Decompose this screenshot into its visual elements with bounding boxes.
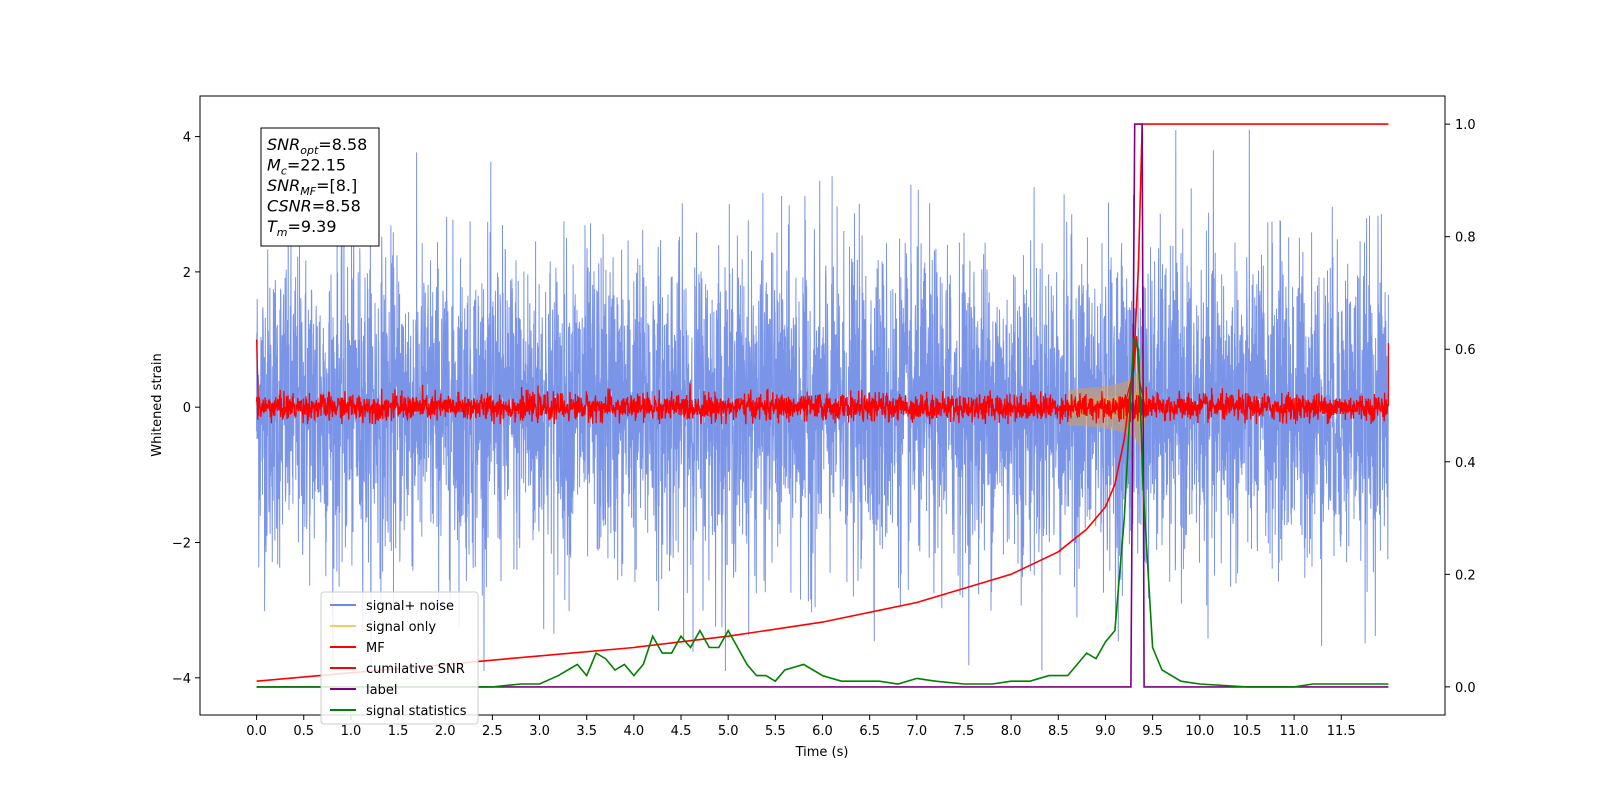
info-line: CSNR=8.58 (267, 197, 361, 216)
y-tick-label-left: −4 (172, 672, 191, 687)
x-tick-label: 11.0 (1280, 724, 1309, 739)
x-axis: 0.0 0.5 1.0 1.5 2.0 2.5 3.0 3.5 4.0 4.5 5.0 5.5 6.0 6… (246, 715, 1356, 739)
x-tick-label: 3.0 (529, 724, 550, 739)
y-tick-label-right: 0.2 (1455, 568, 1476, 583)
x-tick-label: 9.0 (1095, 724, 1116, 739)
info-box-frame (260, 127, 380, 247)
legend-label-signal-only: signal only (366, 620, 436, 635)
y-tick-label-left: 4 (183, 131, 191, 146)
y-tick-label-left: −2 (172, 536, 191, 551)
y-tick-label-right: 0.0 (1455, 681, 1476, 696)
x-tick-label: 2.0 (435, 724, 456, 739)
x-tick-label: 1.5 (388, 724, 409, 739)
y-axis-title-left: Whitened strain (150, 353, 165, 456)
y-tick-label-right: 0.8 (1455, 231, 1476, 246)
x-tick-label: 7.0 (906, 724, 927, 739)
y-tick-label-right: 0.4 (1455, 456, 1476, 471)
series-line-signal-statistics (256, 337, 1389, 688)
x-tick-label: 7.5 (954, 724, 975, 739)
y-tick-label-right: 1.0 (1455, 118, 1476, 133)
series-line-mf (255, 339, 1390, 425)
legend-label-label: label (366, 683, 397, 698)
y-tick-label-left: 2 (183, 266, 191, 281)
x-tick-label: 10.5 (1232, 724, 1261, 739)
y-tick-label-right: 0.6 (1455, 343, 1476, 358)
x-axis-title: Time (s) (795, 745, 849, 760)
legend-label-signal-statistics: signal statistics (366, 704, 467, 719)
info-box: SNRopt=8.58Mc=22.15SNRMF=[8.]CSNR=8.58Tm… (260, 127, 380, 247)
x-tick-label: 6.0 (812, 724, 833, 739)
y-axis-left: −4 −2 0 2 4 (172, 131, 200, 687)
x-tick-label: 0.5 (293, 724, 314, 739)
x-tick-label: 9.5 (1142, 724, 1163, 739)
x-tick-label: 3.5 (576, 724, 597, 739)
x-tick-label: 1.0 (341, 724, 362, 739)
legend-label-signal-noise: signal+ noise (366, 599, 454, 614)
x-tick-label: 4.0 (624, 724, 645, 739)
x-tick-label: 11.5 (1327, 724, 1356, 739)
x-tick-label: 2.5 (482, 724, 503, 739)
y-axis-right: 0.0 0.2 0.4 0.6 0.8 1.0 (1445, 118, 1476, 696)
info-line: Tm=9.39 (267, 217, 337, 239)
x-tick-label: 0.0 (246, 724, 267, 739)
x-tick-label: 10.0 (1185, 724, 1214, 739)
x-tick-label: 6.5 (859, 724, 880, 739)
legend-frame (320, 591, 479, 725)
x-tick-label: 5.5 (765, 724, 786, 739)
info-line: SNRopt=8.58 (267, 135, 367, 157)
legend: signal+ noise signal only MF cumilative SNR… (320, 591, 479, 725)
y-tick-label-left: 0 (183, 401, 191, 416)
info-line: Mc=22.15 (267, 156, 346, 178)
legend-label-mf: MF (366, 641, 385, 656)
info-line: SNRMF=[8.] (267, 176, 357, 198)
x-tick-label: 8.0 (1001, 724, 1022, 739)
x-tick-label: 4.5 (671, 724, 692, 739)
series-line-signal-noise (256, 129, 1389, 672)
series-line-label (256, 123, 1389, 688)
data-layer (255, 123, 1390, 688)
legend-label-cumilative-snr: cumilative SNR (366, 662, 465, 677)
x-tick-label: 5.0 (718, 724, 739, 739)
x-tick-label: 8.5 (1048, 724, 1069, 739)
